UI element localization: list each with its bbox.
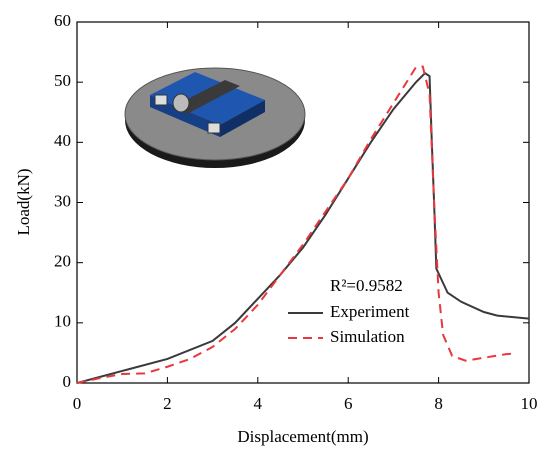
legend-label: Simulation bbox=[330, 327, 405, 346]
y-axis-title: Load(kN) bbox=[14, 168, 33, 235]
x-tick-label: 0 bbox=[73, 394, 82, 413]
y-tick-label: 40 bbox=[54, 131, 71, 150]
x-tick-label: 6 bbox=[344, 394, 353, 413]
series-line bbox=[76, 65, 516, 384]
specimen-illustration bbox=[124, 67, 306, 168]
plot-frame bbox=[76, 21, 530, 384]
series-line bbox=[76, 71, 530, 384]
legend-label: Experiment bbox=[330, 302, 410, 321]
y-tick-label: 30 bbox=[54, 191, 71, 210]
x-tick-label: 4 bbox=[254, 394, 263, 413]
x-tick-label: 2 bbox=[163, 394, 172, 413]
x-axis-title: Displacement(mm) bbox=[237, 427, 368, 446]
y-tick-label: 50 bbox=[54, 71, 71, 90]
y-tick-label: 60 bbox=[54, 11, 71, 30]
y-tick-label: 20 bbox=[54, 252, 71, 271]
annotation: R²=0.9582 bbox=[330, 276, 403, 295]
x-tick-label: 10 bbox=[521, 394, 538, 413]
x-tick-label: 8 bbox=[434, 394, 443, 413]
y-tick-label: 0 bbox=[63, 372, 72, 391]
y-tick-label: 10 bbox=[54, 312, 71, 331]
